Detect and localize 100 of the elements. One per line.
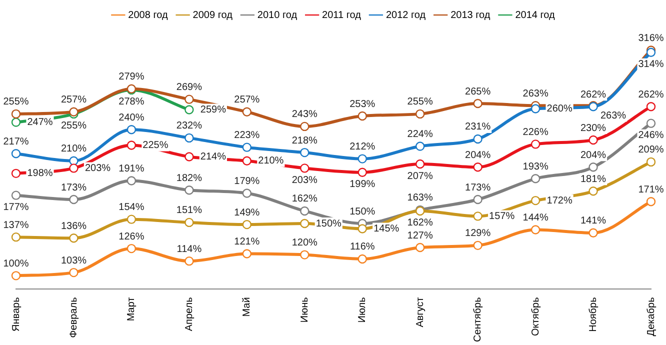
data-label: 193%	[522, 161, 548, 172]
point	[588, 135, 598, 145]
data-label: 247%	[27, 117, 53, 128]
point	[415, 159, 425, 169]
point	[358, 224, 367, 234]
data-label: 179%	[234, 176, 260, 187]
point	[242, 220, 252, 230]
legend-label: 2010 год	[257, 10, 298, 21]
data-label: 224%	[407, 129, 433, 140]
point	[11, 232, 21, 242]
point	[11, 271, 21, 280]
point	[300, 250, 310, 260]
data-label: 243%	[292, 109, 318, 120]
legend-label: 2008 год	[128, 10, 168, 21]
data-label: 262%	[638, 89, 664, 100]
point	[300, 218, 310, 228]
data-label: 127%	[407, 230, 433, 242]
point	[184, 133, 194, 143]
point	[473, 134, 482, 144]
data-label: 116%	[350, 242, 375, 253]
x-tick-label: Апрель	[184, 297, 195, 332]
point	[646, 157, 656, 167]
point	[530, 196, 540, 206]
point	[300, 148, 310, 158]
data-label: 259%	[200, 104, 226, 116]
data-label: 172%	[546, 195, 572, 206]
data-label: 240%	[118, 112, 144, 124]
legend-label: 2014 год	[515, 10, 555, 21]
point	[530, 104, 540, 114]
point	[530, 140, 540, 149]
point	[69, 268, 78, 278]
data-label: 226%	[522, 126, 548, 138]
point	[242, 142, 252, 152]
data-label: 126%	[118, 231, 144, 242]
x-tick-label: Ноябрь	[588, 297, 600, 332]
data-label: 230%	[580, 122, 606, 134]
point	[473, 212, 482, 221]
data-label: 162%	[292, 194, 318, 205]
data-label: 210%	[60, 144, 87, 155]
data-label: 121%	[234, 236, 260, 248]
x-tick-label: Август	[414, 296, 426, 328]
x-tick-label: Сентябрь	[472, 297, 484, 342]
legend-label: 2012 год	[386, 10, 426, 21]
x-tick-label: Февраль	[68, 297, 80, 338]
point	[646, 118, 656, 128]
x-tick-label: Январь	[10, 297, 22, 332]
point	[242, 107, 252, 116]
data-label: 198%	[27, 168, 53, 180]
data-label: 173%	[60, 182, 87, 194]
data-label: 262%	[580, 89, 606, 100]
data-label: 316%	[638, 33, 664, 44]
point	[11, 168, 21, 178]
data-label: 151%	[176, 205, 202, 216]
data-label: 214%	[200, 151, 226, 162]
data-label: 225%	[142, 140, 168, 151]
point	[473, 98, 482, 108]
x-tick-label: Июнь	[299, 297, 310, 323]
point	[11, 148, 21, 158]
data-label: 149%	[234, 207, 260, 218]
point	[11, 109, 21, 119]
point	[126, 124, 136, 134]
point	[69, 107, 78, 116]
point	[300, 122, 310, 132]
data-label: 162%	[407, 218, 433, 229]
legend-label: 2009 год	[192, 10, 233, 21]
point	[473, 240, 482, 250]
data-label: 141%	[580, 216, 606, 227]
data-label: 163%	[407, 192, 433, 204]
x-tick-label: Октябрь	[530, 297, 542, 336]
data-label: 100%	[3, 258, 29, 270]
data-label: 191%	[118, 163, 144, 174]
data-label: 231%	[465, 122, 491, 133]
data-label: 173%	[465, 182, 491, 194]
data-label: 223%	[234, 130, 260, 142]
data-label: 269%	[176, 82, 202, 94]
point	[11, 190, 21, 200]
point	[646, 196, 656, 206]
point	[588, 162, 598, 172]
data-label: 199%	[350, 179, 376, 190]
point	[184, 94, 194, 104]
point	[473, 162, 482, 172]
point	[300, 206, 310, 216]
point	[646, 102, 656, 112]
data-label: 232%	[176, 120, 202, 132]
point	[184, 186, 194, 195]
point	[126, 244, 136, 254]
point	[69, 234, 78, 243]
data-label: 212%	[350, 142, 376, 153]
data-label: 257%	[60, 94, 87, 106]
data-label: 265%	[465, 86, 491, 98]
data-label: 145%	[374, 223, 400, 234]
data-label: 255%	[60, 120, 87, 132]
data-label: 314%	[638, 59, 664, 70]
data-label: 103%	[60, 255, 87, 266]
point	[415, 142, 425, 151]
data-label: 257%	[234, 94, 260, 106]
point	[588, 186, 598, 196]
legend-label: 2013 год	[450, 10, 490, 21]
point	[358, 254, 367, 264]
point	[11, 118, 21, 127]
